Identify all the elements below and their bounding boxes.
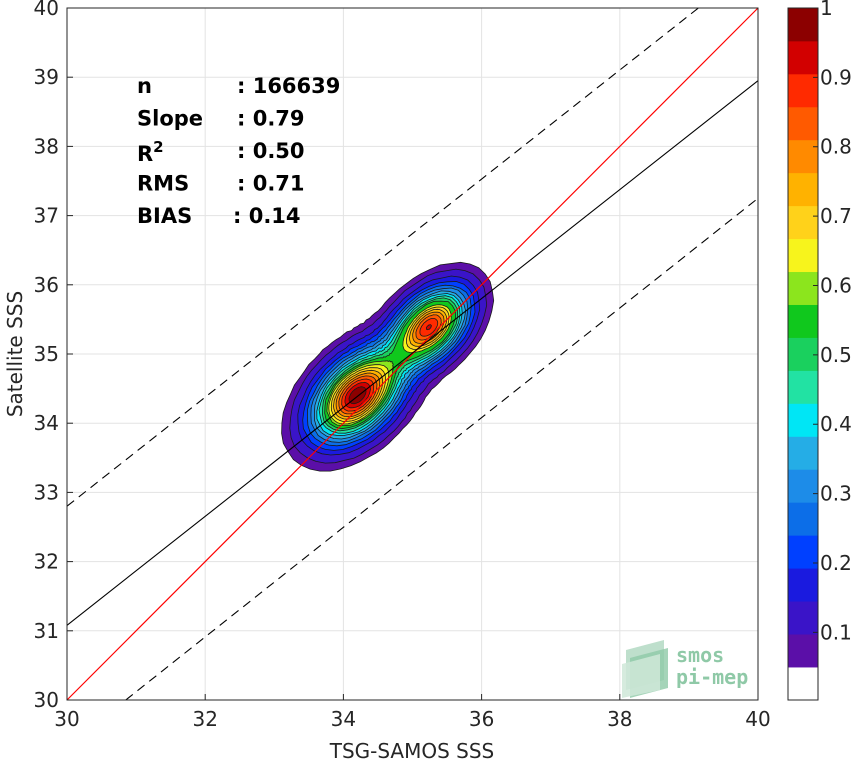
colorbar-segment <box>788 403 818 437</box>
x-tick-label: 30 <box>54 707 79 731</box>
logo-line1: smos <box>676 643 724 667</box>
y-tick-label: 39 <box>34 65 59 89</box>
y-tick-label: 36 <box>34 273 59 297</box>
reference-lines <box>66 7 759 701</box>
x-tick-label: 40 <box>745 707 770 731</box>
stat-value: : 0.71 <box>237 172 305 196</box>
colorbar-segment <box>788 172 818 207</box>
regression-line <box>66 80 759 626</box>
colorbar-tick-label: 0.9 <box>820 65 852 89</box>
x-tick-label: 38 <box>607 707 632 731</box>
colorbar-segment <box>788 502 818 536</box>
colorbar-tick-label: 1 <box>820 0 833 20</box>
logo-line2: pi-mep <box>676 665 748 689</box>
colorbar-segment <box>788 106 818 141</box>
colorbar-segment <box>788 469 818 503</box>
colorbar-segment <box>788 205 818 240</box>
y-tick-label: 34 <box>34 411 59 435</box>
colorbar-segment <box>788 73 818 108</box>
colorbar-segment <box>788 337 818 371</box>
colorbar: 0.1 0.2 0.3 0.4 0.5 0.6 0.7 0.8 0.9 1 <box>787 0 852 701</box>
colorbar-segment <box>788 271 818 305</box>
y-tick-label: 40 <box>34 0 59 20</box>
y-tick-label: 35 <box>34 342 59 366</box>
colorbar-segment <box>788 568 818 602</box>
identity-line <box>66 7 759 701</box>
colorbar-tick-label: 0.2 <box>820 551 852 575</box>
smos-pi-mep-logo: smos pi-mep <box>622 640 748 698</box>
colorbar-tick-label: 0.7 <box>820 204 852 228</box>
colorbar-tick-label: 0.4 <box>820 412 852 436</box>
colorbar-segment <box>788 238 818 273</box>
stat-value: : 0.79 <box>237 107 305 131</box>
x-axis-label: TSG-SAMOS SSS <box>329 739 495 763</box>
colorbar-segment <box>788 667 818 701</box>
x-tick-label: 36 <box>469 707 494 731</box>
stat-label: Slope <box>137 107 203 131</box>
colorbar-segment <box>788 370 818 404</box>
colorbar-tick-label: 0.5 <box>820 343 852 367</box>
y-tick-label: 37 <box>34 204 59 228</box>
colorbar-segment <box>788 535 818 569</box>
x-tick-label: 32 <box>192 707 217 731</box>
stat-label: n <box>137 74 152 98</box>
colorbar-segment <box>788 40 818 75</box>
stat-value: : 0.14 <box>233 204 301 228</box>
density-contours <box>281 261 495 472</box>
y-tick-label: 30 <box>34 688 59 712</box>
y-tick-label: 32 <box>34 550 59 574</box>
stat-value: : 166639 <box>237 74 340 98</box>
axis-ticks: 30 32 34 36 38 40 30 31 32 33 34 35 36 37 38 39 40 <box>34 0 771 731</box>
stat-label: R2 <box>137 138 164 166</box>
colorbar-frame <box>787 7 819 701</box>
stat-label: BIAS <box>137 204 192 228</box>
colorbar-tick-label: 0.1 <box>820 620 852 644</box>
colorbar-segment <box>788 601 818 635</box>
logo-waves-icon <box>622 640 668 698</box>
y-tick-label: 33 <box>34 480 59 504</box>
colorbar-tick-label: 0.3 <box>820 482 852 506</box>
stat-superscript: 2 <box>153 138 163 156</box>
colorbar-tick-label: 0.6 <box>820 273 852 297</box>
colorbar-segment <box>788 139 818 174</box>
x-tick-label: 34 <box>331 707 356 731</box>
colorbar-segment <box>788 436 818 470</box>
colorbar-segment <box>788 634 818 668</box>
y-tick-label: 31 <box>34 619 59 643</box>
stats-box: n : 166639 Slope : 0.79 R2 : 0.50 RMS : 0.71 BIA… <box>137 74 340 228</box>
colorbar-segment <box>788 8 818 42</box>
stat-label: RMS <box>137 172 189 196</box>
colorbar-tick-label: 0.8 <box>820 135 852 159</box>
density-contour <box>425 324 433 331</box>
colorbar-segment <box>788 304 818 338</box>
y-axis-label: Satellite SSS <box>3 291 27 417</box>
y-tick-label: 38 <box>34 134 59 158</box>
stat-value: : 0.50 <box>237 139 305 163</box>
